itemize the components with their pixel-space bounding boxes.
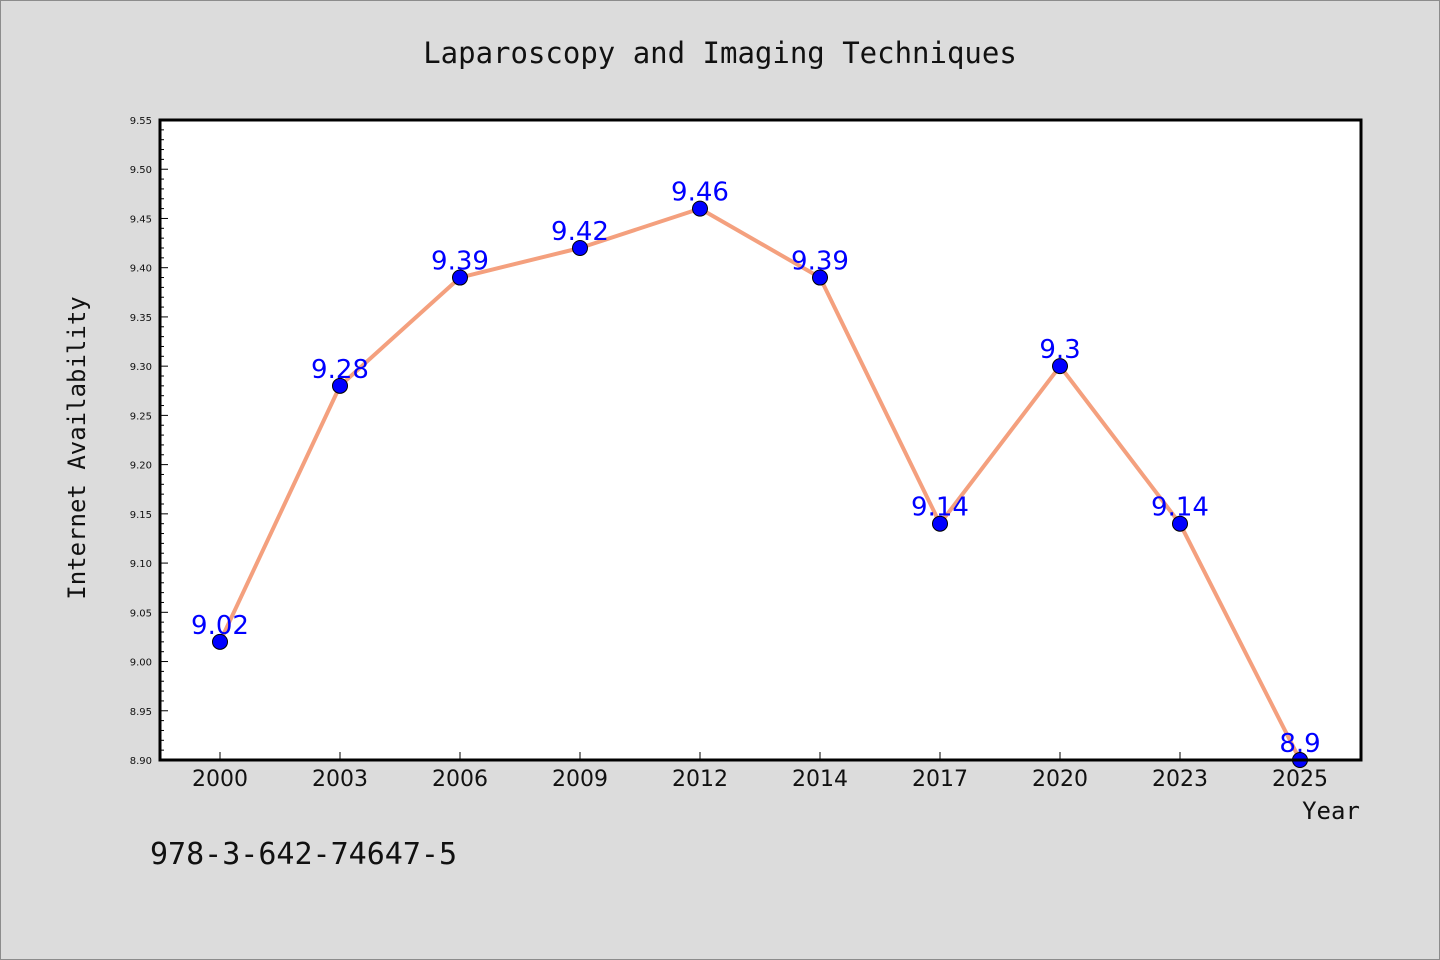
data-label: 9.14 xyxy=(911,493,969,523)
y-tick-label: 9.05 xyxy=(130,608,152,619)
data-label: 9.14 xyxy=(1151,493,1209,523)
data-point xyxy=(1052,358,1068,375)
series-line xyxy=(218,206,1302,761)
x-tick-label: 2000 xyxy=(192,767,248,792)
y-tick-label: 9.10 xyxy=(130,559,152,570)
x-axis: 2000 2003 2006 2009 2012 2014 2017 2020 2023 2025 xyxy=(192,752,1328,792)
data-point xyxy=(212,633,228,650)
x-tick-label: 2006 xyxy=(432,767,488,792)
x-tick-label: 2025 xyxy=(1272,767,1328,792)
y-tick-label: 9.20 xyxy=(130,461,152,472)
data-label: 9.42 xyxy=(551,217,609,247)
x-tick-label: 2020 xyxy=(1032,767,1088,792)
y-tick-label: 9.00 xyxy=(130,658,152,669)
plot-area xyxy=(160,120,1361,760)
x-tick-label: 2012 xyxy=(672,767,728,792)
data-point xyxy=(932,515,948,532)
x-tick-label: 2003 xyxy=(312,767,368,792)
chart-title: Laparoscopy and Imaging Techniques xyxy=(423,36,1017,70)
y-tick-label: 8.95 xyxy=(130,707,152,718)
y-tick-label: 9.40 xyxy=(130,264,152,275)
plot-border xyxy=(158,118,1363,762)
y-tick-label: 9.50 xyxy=(130,165,152,176)
data-point xyxy=(1172,515,1188,532)
data-point xyxy=(812,269,828,286)
x-axis-label: Year xyxy=(1302,797,1360,825)
x-tick-label: 2014 xyxy=(792,767,848,792)
y-tick-label: 9.30 xyxy=(130,362,152,373)
data-point xyxy=(572,240,588,256)
data-label: 9.02 xyxy=(191,611,249,641)
data-label: 9.28 xyxy=(311,355,369,385)
data-point xyxy=(452,269,468,286)
data-labels: 9.02 9.28 9.39 9.42 9.46 9.39 9.14 9.3 9.14 8.9 xyxy=(191,178,1321,759)
y-tick-label: 9.25 xyxy=(130,411,152,422)
x-tick-label: 2009 xyxy=(552,767,608,792)
data-label: 9.3 xyxy=(1039,335,1080,365)
data-label: 9.39 xyxy=(431,247,489,277)
y-tick-label: 9.45 xyxy=(130,214,152,225)
data-label: 9.46 xyxy=(671,178,729,208)
data-label: 9.39 xyxy=(791,247,849,277)
data-point xyxy=(692,200,708,217)
isbn-footnote: 978-3-642-74647-5 xyxy=(150,837,457,872)
data-label: 8.9 xyxy=(1279,729,1320,759)
x-tick-label: 2017 xyxy=(912,767,968,792)
y-tick-label: 9.15 xyxy=(130,510,152,521)
x-tick-label: 2023 xyxy=(1152,767,1208,792)
y-tick-label: 9.35 xyxy=(130,313,152,324)
y-tick-label: 8.90 xyxy=(130,756,152,767)
y-axis-label: Internet Availability xyxy=(63,296,91,599)
y-tick-label: 9.55 xyxy=(130,116,152,127)
markers xyxy=(212,200,1308,768)
data-point xyxy=(332,377,348,394)
